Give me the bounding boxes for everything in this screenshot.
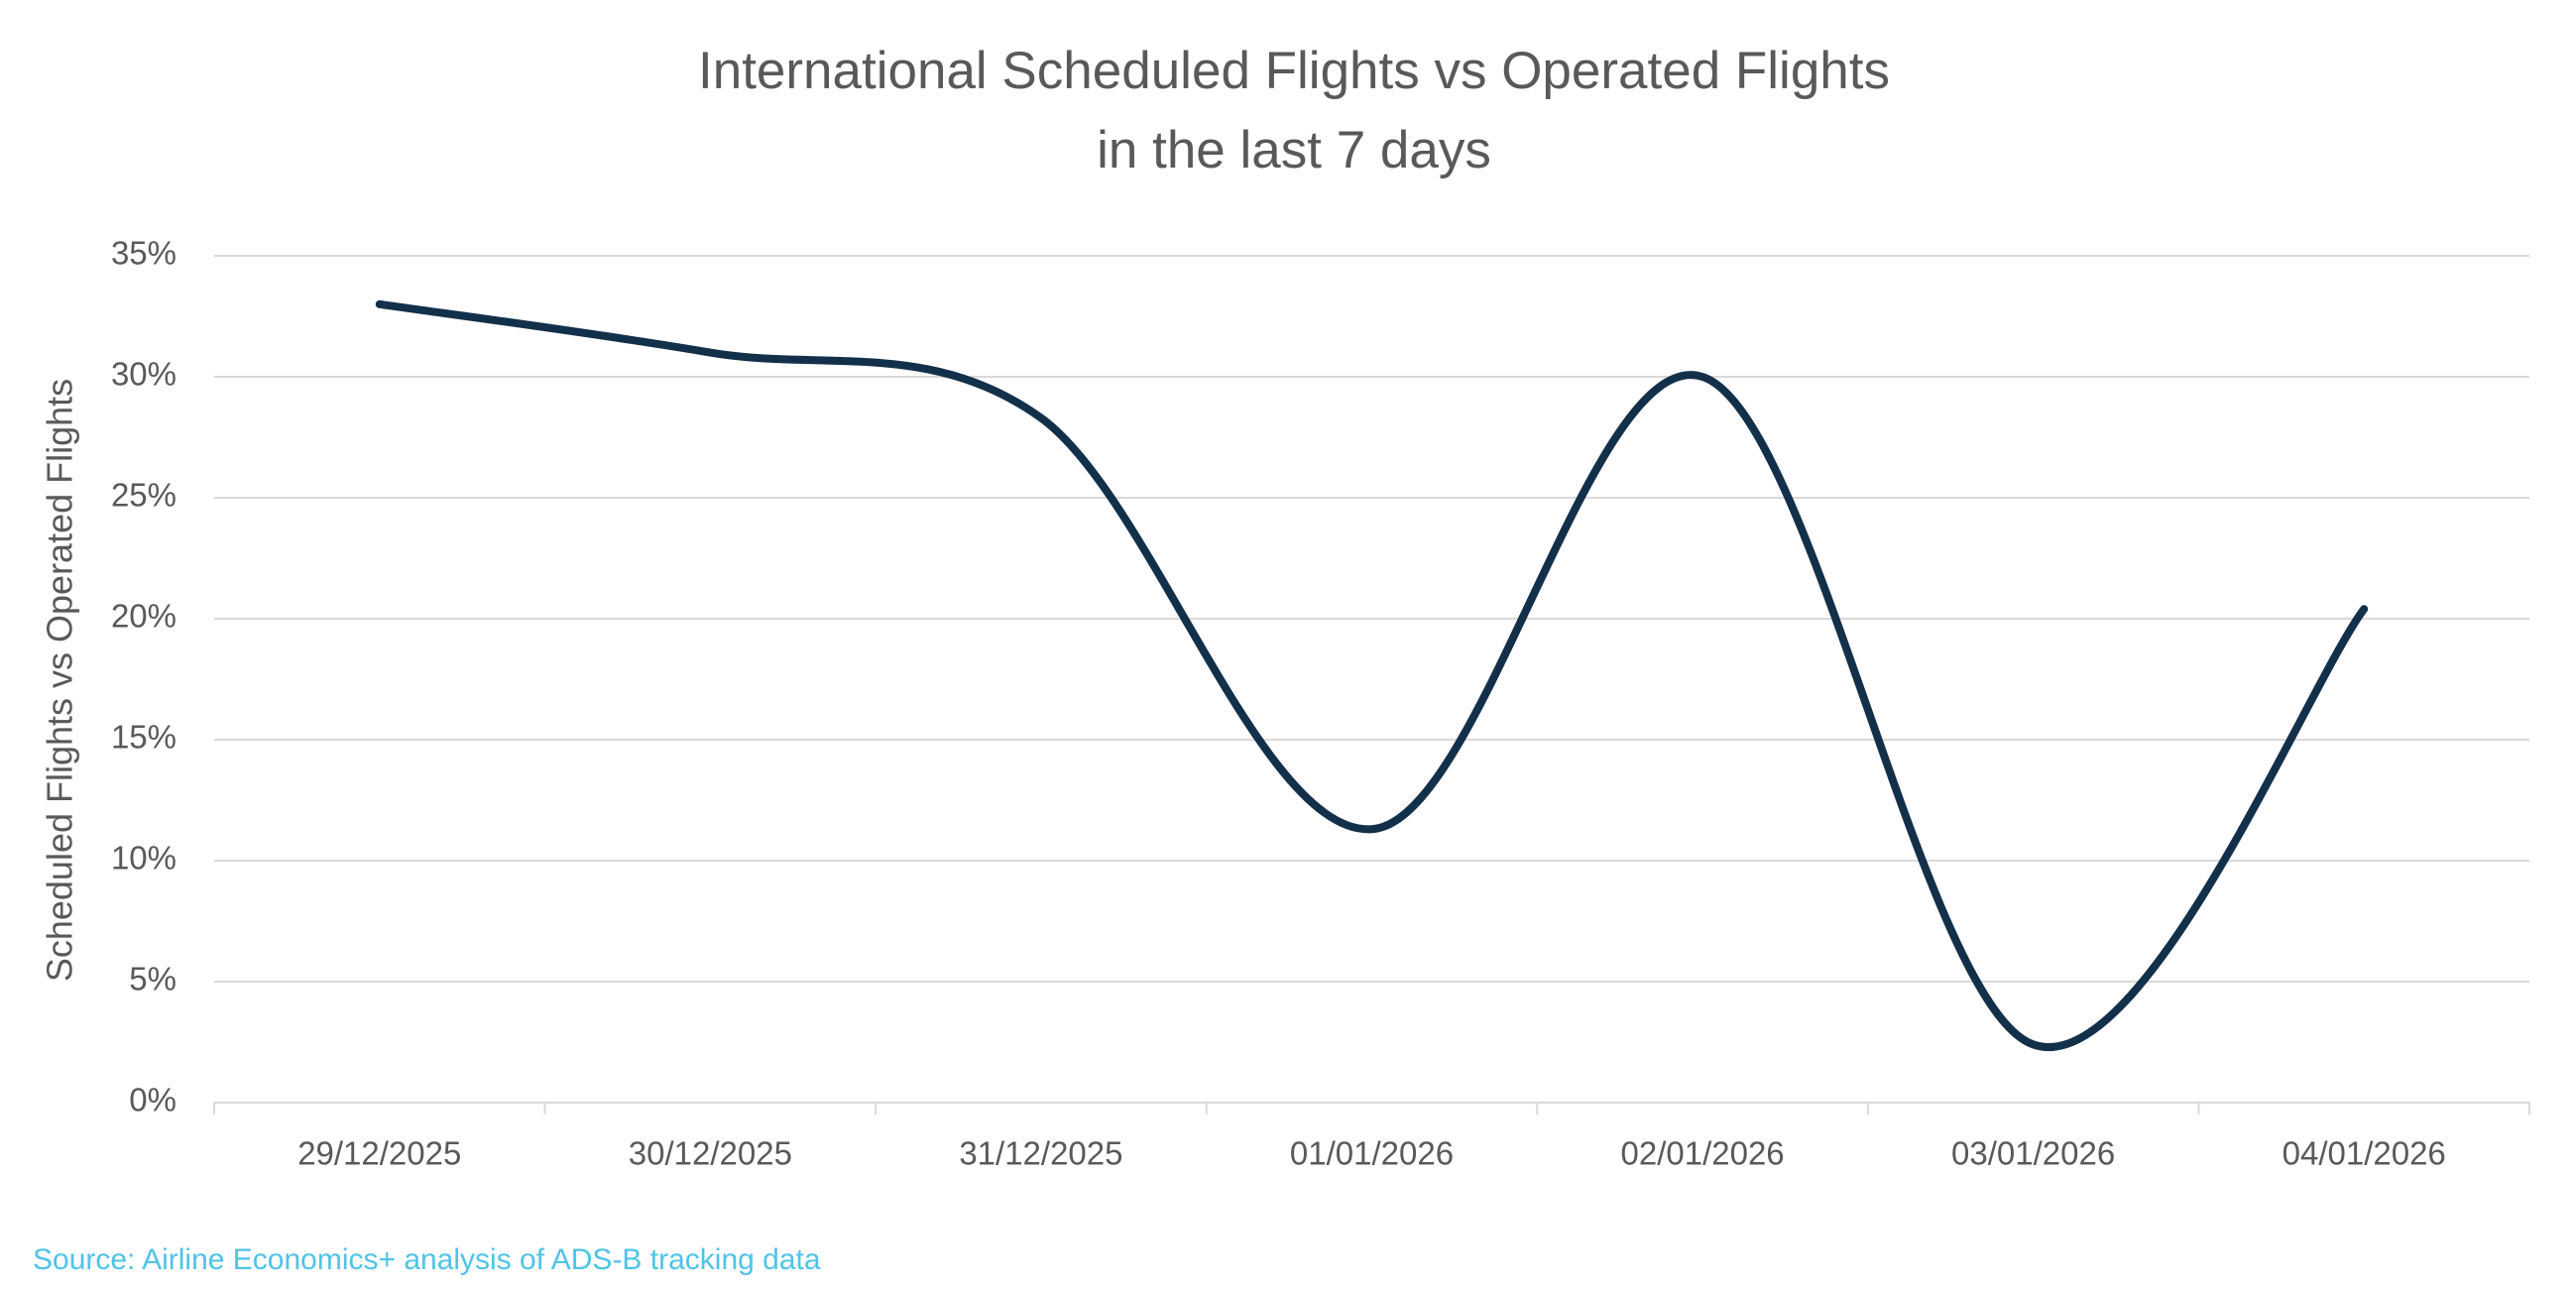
- y-axis-title: Scheduled Flights vs Operated Flights: [40, 379, 80, 982]
- x-tick-label: 01/01/2026: [1290, 1135, 1454, 1172]
- chart-subtitle: in the last 7 days: [1097, 121, 1491, 179]
- y-tick-label: 35%: [111, 235, 176, 272]
- source-note: Source: Airline Economics+ analysis of A…: [33, 1243, 821, 1276]
- data-line: [375, 299, 2369, 1052]
- chart-title: International Scheduled Flights vs Opera…: [698, 42, 1890, 100]
- x-tick-label: 30/12/2025: [629, 1135, 792, 1172]
- y-tick-label: 20%: [111, 598, 176, 635]
- y-tick-label: 0%: [129, 1082, 176, 1118]
- y-tick-label: 25%: [111, 477, 176, 514]
- y-tick-label: 5%: [129, 961, 176, 997]
- y-tick-label: 30%: [111, 356, 176, 393]
- x-tick-label: 29/12/2025: [297, 1135, 461, 1172]
- x-tick-label: 04/01/2026: [2283, 1135, 2446, 1172]
- y-tick-label: 10%: [111, 840, 176, 877]
- y-tick-label: 15%: [111, 719, 176, 756]
- x-tick-label: 02/01/2026: [1620, 1135, 1784, 1172]
- x-tick-label: 31/12/2025: [959, 1135, 1122, 1172]
- x-tick-label: 03/01/2026: [1951, 1135, 2115, 1172]
